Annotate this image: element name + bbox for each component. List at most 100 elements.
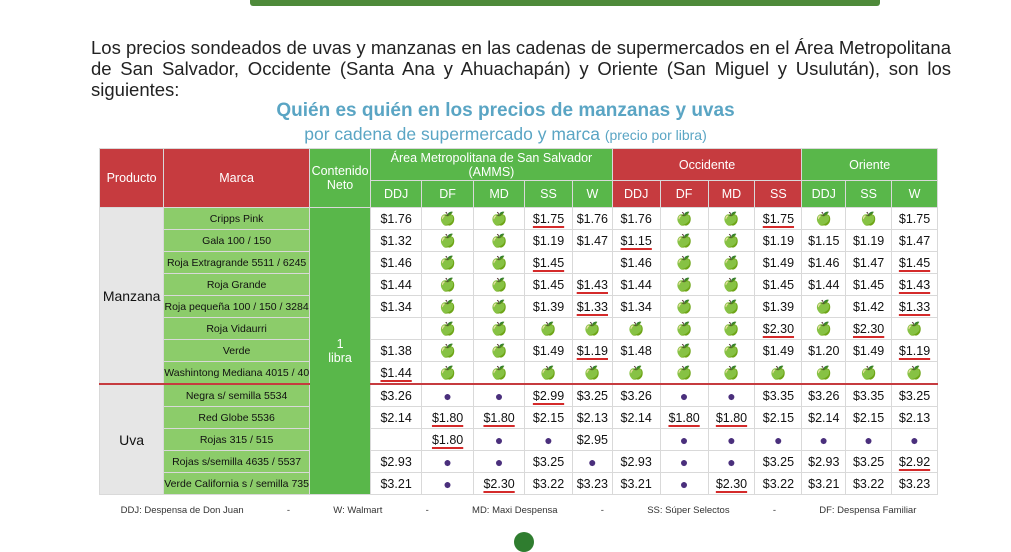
price-cell: $1.33 (891, 295, 938, 318)
price-cell: $1.46 (801, 251, 847, 274)
price-cell: $1.75 (524, 207, 573, 230)
apple-icon: 🍏 (421, 229, 475, 252)
legend-item: - (286, 505, 291, 516)
price-cell: $1.76 (571, 207, 613, 230)
grape-icon: ● (659, 472, 709, 495)
bottom-decoration (514, 532, 534, 552)
price-cell: $3.26 (611, 383, 661, 407)
price-cell: $1.46 (370, 251, 423, 274)
price-cell: $3.25 (845, 450, 893, 473)
legend-item: W: Walmart (333, 505, 383, 516)
table-row: Verde $1.38 🍏 🍏 $1.49 $1.19 $1.48 🍏 🍏 $1.49 $1.20 $… (100, 339, 938, 362)
price-cell: $3.22 (524, 472, 573, 495)
grape-icon: ● (801, 428, 847, 451)
grape-icon: ● (659, 450, 709, 473)
apple-icon: 🍏 (421, 361, 475, 385)
apple-icon: 🍏 (801, 317, 847, 340)
price-cell: $3.23 (571, 472, 613, 495)
price-cell: $1.49 (524, 339, 573, 362)
table-row: Verde California s / semilla 7359 $3.21 ● $… (100, 472, 938, 495)
header-store: SS (754, 180, 803, 208)
price-cell: $2.14 (370, 406, 423, 429)
apple-icon: 🍏 (659, 273, 709, 296)
price-cell: $3.22 (845, 472, 893, 495)
apple-icon: 🍏 (421, 273, 475, 296)
grape-icon: ● (659, 383, 709, 407)
legend-item: DF: Despensa Familiar (819, 505, 917, 516)
apple-icon: 🍏 (421, 207, 475, 230)
price-cell: $1.44 (370, 273, 423, 296)
header-store: SS (524, 180, 573, 208)
apple-icon: 🍏 (659, 229, 709, 252)
price-cell: $3.26 (370, 383, 423, 407)
apple-icon: 🍏 (473, 273, 526, 296)
brand-name: Cripps Pink (163, 207, 310, 230)
price-cell: $2.30 (473, 472, 526, 495)
price-cell: $3.35 (845, 383, 893, 407)
price-cell: $3.21 (611, 472, 661, 495)
price-cell: $1.45 (845, 273, 893, 296)
price-cell: $2.93 (370, 450, 423, 473)
header-contenido: Contenido Neto (308, 148, 372, 208)
price-cell: $1.19 (891, 339, 938, 362)
header-region-occidente: Occidente (611, 148, 803, 181)
price-cell (370, 317, 423, 340)
price-cell: $1.43 (891, 273, 938, 296)
legend-item: SS: Súper Selectos (647, 505, 730, 516)
price-cell: $3.35 (754, 383, 803, 407)
brand-name: Roja Extragrande 5511 / 6245 (163, 251, 310, 274)
price-cell (370, 428, 423, 451)
brand-name: Verde California s / semilla 7359 (163, 472, 310, 495)
apple-icon: 🍏 (891, 317, 938, 340)
header-store: MD (473, 180, 526, 208)
table-row: Uva Negra s/ semilla 5534 $3.26 ● ● $2.99 $3.2… (98, 383, 938, 495)
price-cell: $1.19 (571, 339, 613, 362)
header-store: W (571, 180, 613, 208)
grape-icon: ● (473, 383, 526, 407)
apple-icon: 🍏 (421, 295, 475, 318)
apple-icon: 🍏 (611, 361, 661, 385)
grape-icon: ● (707, 450, 756, 473)
apple-icon: 🍏 (473, 295, 526, 318)
price-cell: $1.80 (659, 406, 709, 429)
price-cell: $1.42 (845, 295, 893, 318)
price-cell (611, 428, 661, 451)
brand-name: Roja pequeña 100 / 150 / 3284 (163, 295, 310, 318)
apple-icon: 🍏 (473, 339, 526, 362)
apple-icon: 🍏 (659, 207, 709, 230)
price-cell: $2.93 (611, 450, 661, 473)
price-cell: $2.13 (571, 406, 613, 429)
brand-name: Gala 100 / 150 (163, 229, 310, 252)
apple-icon: 🍏 (473, 251, 526, 274)
price-cell: $2.15 (524, 406, 573, 429)
apple-icon: 🍏 (707, 229, 756, 252)
price-cell: $3.23 (891, 472, 938, 495)
price-cell: $2.30 (845, 317, 893, 340)
table-row: Roja Grande $1.44 🍏 🍏 $1.45 $1.43 $1.44 🍏 🍏 $1.45… (100, 273, 938, 296)
price-cell: $1.49 (754, 251, 803, 274)
price-cell: $1.15 (611, 229, 661, 252)
legend-item: MD: Maxi Despensa (472, 505, 558, 516)
apple-icon: 🍏 (571, 361, 613, 385)
price-cell: $2.95 (571, 428, 613, 451)
brand-name: Roja Grande (163, 273, 310, 296)
legend-item: - (425, 505, 429, 516)
header-store: DDJ (370, 180, 423, 208)
table-row: Washintong Mediana 4015 / 4017 $1.44 🍏 🍏 🍏 🍏 🍏… (100, 361, 938, 385)
table-subtitle: por cadena de supermercado y marca (prec… (0, 124, 1011, 145)
price-cell: $1.45 (891, 251, 938, 274)
brand-name: Rojas 315 / 515 (163, 428, 310, 451)
price-cell: $1.19 (524, 229, 573, 252)
price-cell: $1.38 (370, 339, 423, 362)
apple-icon: 🍏 (891, 361, 938, 385)
header-store: DDJ (611, 180, 661, 208)
price-cell: $1.47 (891, 229, 938, 252)
price-cell: $1.45 (754, 273, 803, 296)
brand-name: Verde (163, 339, 310, 362)
product-name: Manzana (98, 207, 165, 385)
price-cell: $2.15 (754, 406, 803, 429)
price-cell: $3.25 (754, 450, 803, 473)
grape-icon: ● (421, 472, 475, 495)
price-cell: $2.30 (754, 317, 803, 340)
brand-name: Negra s/ semilla 5534 (163, 383, 310, 407)
